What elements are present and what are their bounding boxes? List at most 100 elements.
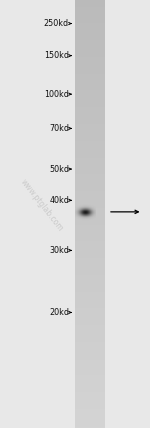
Bar xyxy=(75,399,105,401)
Bar xyxy=(75,181,105,183)
Bar xyxy=(75,416,105,419)
Bar xyxy=(75,48,105,51)
Bar xyxy=(75,371,105,373)
Bar xyxy=(75,54,105,56)
Bar xyxy=(75,311,105,313)
Bar xyxy=(75,315,105,317)
Bar xyxy=(75,27,105,29)
Bar xyxy=(75,133,105,134)
Bar xyxy=(75,270,105,271)
Bar xyxy=(75,386,105,389)
Bar xyxy=(75,215,105,217)
Bar xyxy=(75,338,105,340)
Bar xyxy=(75,357,105,359)
Bar xyxy=(75,170,105,172)
Bar xyxy=(75,347,105,348)
Bar xyxy=(75,388,105,390)
Bar xyxy=(75,244,105,246)
Bar xyxy=(75,331,105,333)
Text: 40kd: 40kd xyxy=(49,196,69,205)
Bar xyxy=(75,204,105,206)
Bar xyxy=(75,147,105,149)
Bar xyxy=(75,185,105,187)
Bar xyxy=(75,187,105,189)
Bar xyxy=(75,36,105,38)
Bar xyxy=(75,342,105,344)
Bar xyxy=(75,180,105,181)
Bar xyxy=(75,333,105,334)
Bar xyxy=(75,305,105,307)
Bar xyxy=(75,402,105,404)
Bar xyxy=(75,419,105,421)
Bar xyxy=(75,84,105,86)
Bar xyxy=(75,320,105,321)
Bar xyxy=(75,60,105,62)
Bar xyxy=(75,188,105,190)
Bar xyxy=(75,424,105,425)
Text: 70kd: 70kd xyxy=(49,124,69,133)
Bar xyxy=(75,391,105,393)
Bar xyxy=(75,56,105,57)
Bar xyxy=(75,150,105,152)
Bar xyxy=(75,352,105,354)
Bar xyxy=(75,39,105,40)
Bar xyxy=(75,50,105,52)
Bar xyxy=(75,197,105,199)
Bar xyxy=(75,31,105,33)
Bar xyxy=(75,40,105,42)
Text: 150kd: 150kd xyxy=(44,51,69,60)
Bar xyxy=(75,414,105,416)
Bar xyxy=(75,70,105,72)
Bar xyxy=(75,325,105,327)
Bar xyxy=(75,161,105,163)
Bar xyxy=(75,398,105,400)
Bar xyxy=(75,141,105,143)
Bar xyxy=(75,397,105,398)
Bar xyxy=(75,77,105,79)
Bar xyxy=(75,108,105,110)
Bar xyxy=(75,198,105,200)
Bar xyxy=(75,264,105,266)
Bar xyxy=(75,330,105,331)
Bar xyxy=(75,46,105,48)
Bar xyxy=(75,106,105,107)
Bar xyxy=(75,405,105,407)
Bar xyxy=(75,253,105,254)
Bar xyxy=(75,53,105,55)
Bar xyxy=(75,80,105,82)
Bar xyxy=(75,324,105,326)
Bar xyxy=(75,113,105,115)
Bar xyxy=(75,190,105,192)
Bar xyxy=(75,421,105,423)
Bar xyxy=(75,341,105,343)
Bar xyxy=(75,158,105,160)
Bar xyxy=(75,279,105,282)
Bar xyxy=(75,307,105,309)
Bar xyxy=(75,365,105,367)
Bar xyxy=(75,372,105,374)
Bar xyxy=(75,138,105,140)
Bar xyxy=(75,344,105,346)
Bar xyxy=(75,389,105,391)
Bar xyxy=(75,127,105,129)
Bar xyxy=(75,98,105,100)
Bar xyxy=(75,97,105,99)
Bar xyxy=(75,65,105,68)
Bar xyxy=(75,64,105,66)
Bar xyxy=(75,37,105,39)
Bar xyxy=(75,317,105,318)
Bar xyxy=(75,295,105,297)
Bar xyxy=(75,378,105,380)
Bar xyxy=(75,153,105,155)
Bar xyxy=(75,114,105,116)
Bar xyxy=(75,395,105,397)
Bar xyxy=(75,172,105,175)
Bar xyxy=(75,284,105,286)
Bar xyxy=(75,140,105,142)
Bar xyxy=(75,220,105,222)
Bar xyxy=(75,131,105,133)
Bar xyxy=(75,375,105,377)
Bar xyxy=(75,21,105,23)
Text: 20kd: 20kd xyxy=(49,308,69,317)
Text: 250kd: 250kd xyxy=(44,19,69,28)
